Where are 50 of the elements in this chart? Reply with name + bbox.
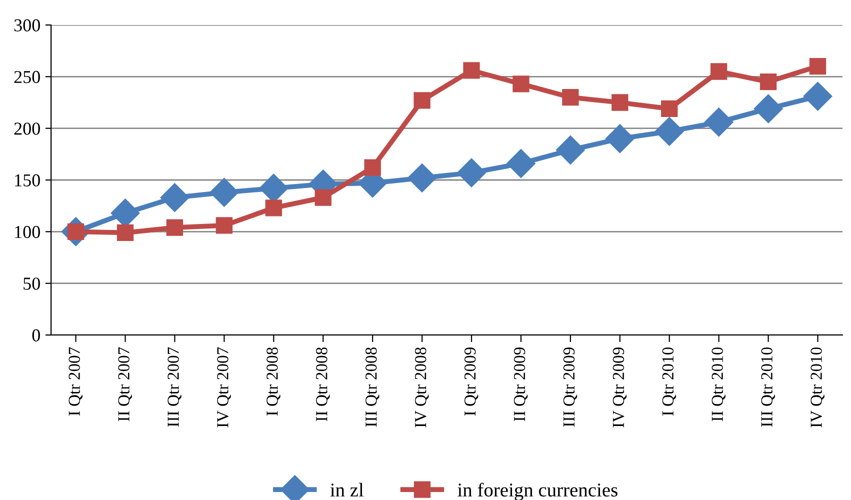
y-tick-label: 50: [24, 278, 40, 290]
point: [414, 92, 430, 109]
x-tick-label: III Qtr 2008: [366, 347, 380, 427]
point: [654, 116, 684, 146]
point: [512, 76, 530, 92]
y-tick-label: 0: [32, 329, 40, 342]
point: [612, 94, 628, 111]
x-tick-label: II Qtr 2010: [712, 347, 726, 422]
x-tick-label: IV Qtr 2010: [810, 347, 824, 428]
x-tick-label: I Qtr 2007: [68, 347, 83, 416]
point: [562, 89, 579, 106]
point: [216, 217, 233, 234]
y-tick-label: 250: [14, 70, 40, 84]
point: [408, 163, 436, 192]
point: [265, 200, 282, 216]
point: [210, 178, 239, 207]
point: [809, 58, 826, 75]
x-tick-label: II Qtr 2008: [316, 347, 330, 422]
point: [710, 63, 728, 80]
y-tick-label: 200: [14, 122, 40, 135]
point: [463, 62, 480, 79]
x-tick-label: III Qtr 2007: [168, 347, 182, 427]
x-tick-label: I Qtr 2008: [266, 347, 280, 416]
x-tick-label: IV Qtr 2008: [414, 347, 429, 428]
point: [605, 124, 634, 154]
point: [803, 82, 832, 111]
point: [314, 189, 332, 206]
x-tick-label: II Qtr 2009: [514, 347, 528, 422]
x-tick-label: II Qtr 2007: [118, 347, 132, 422]
x-tick-label: I Qtr 2009: [464, 347, 478, 416]
y-tick-label: 150: [15, 174, 40, 186]
point: [760, 74, 777, 90]
y-tick-label: 100: [15, 226, 40, 238]
y-tick-label: 300: [14, 19, 40, 32]
point: [754, 94, 783, 124]
x-tick-label: IV Qtr 2009: [612, 347, 627, 428]
x-tick-label: I Qtr 2010: [662, 347, 676, 416]
point: [661, 100, 678, 118]
point: [556, 136, 585, 164]
point: [364, 159, 381, 176]
x-tick-label: III Qtr 2010: [761, 347, 776, 427]
point: [704, 108, 734, 137]
point: [116, 224, 134, 242]
legend-label: in zl: [330, 482, 364, 496]
point: [457, 158, 486, 188]
point: [160, 183, 190, 212]
point: [166, 219, 184, 236]
x-tick-label: III Qtr 2009: [563, 347, 578, 427]
point: [506, 149, 536, 178]
x-tick-label: IV Qtr 2007: [217, 347, 231, 428]
